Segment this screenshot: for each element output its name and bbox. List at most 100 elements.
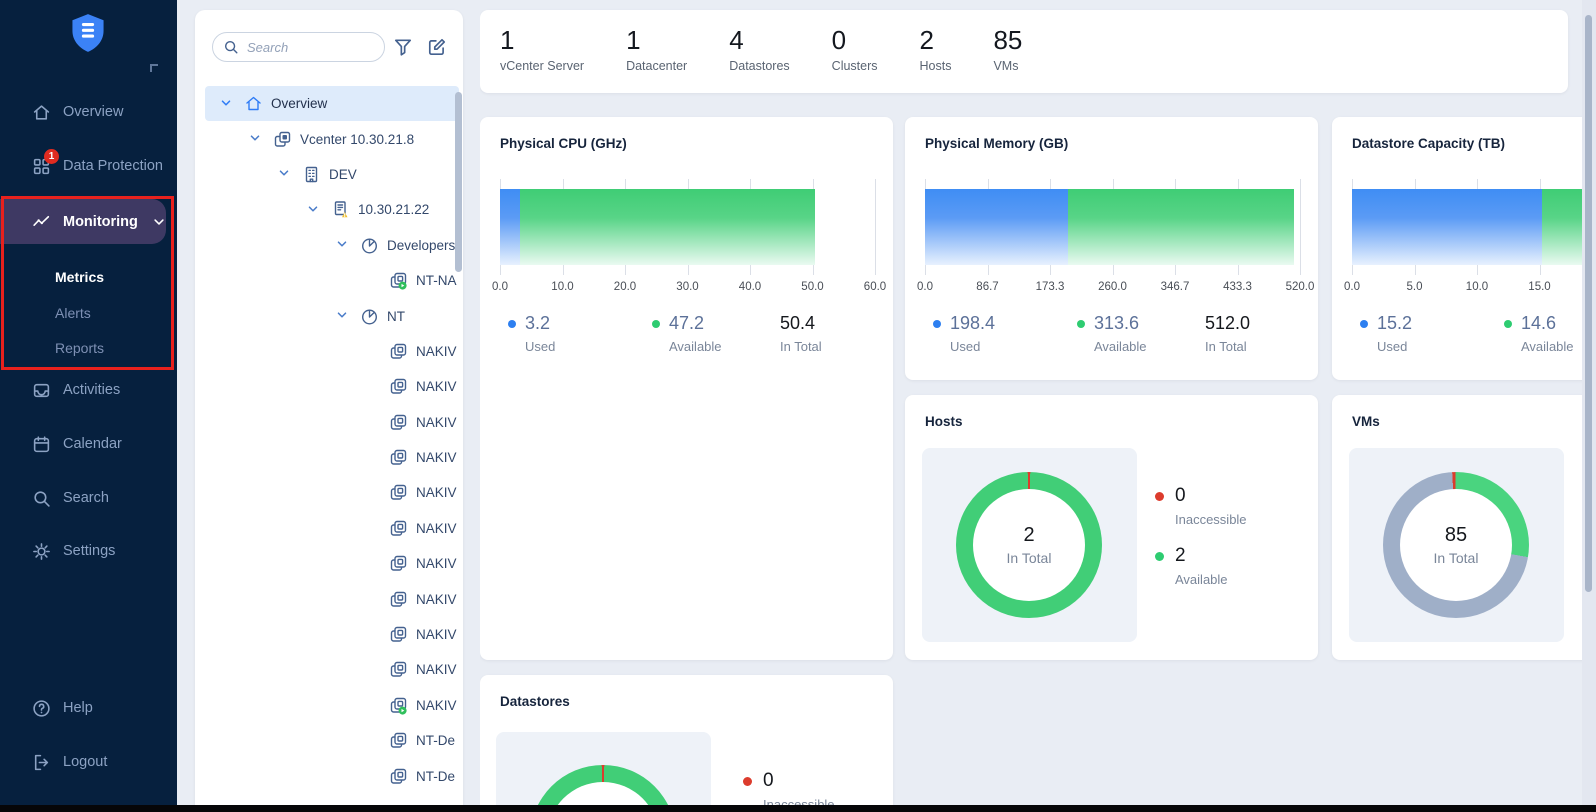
sidebar-item-search[interactable]: Search [0,484,177,512]
legend-dot [1155,551,1164,561]
hostwarn-icon [331,200,350,219]
compose-icon[interactable] [427,37,447,57]
tree-node[interactable]: NT-NA [205,263,459,298]
axis-tick-label: 15.0 [1528,281,1551,293]
sidebar-subitem-reports[interactable]: Reports [55,340,105,356]
cpu-gauge-chart: 0.0 10.0 20.0 30.0 40.0 50.0 60.0 [492,179,886,309]
sidebar-item-activities[interactable]: Activities [0,376,177,404]
tree-node-label: NAKIV [416,414,457,430]
axis-tick-label: 433.3 [1223,281,1252,293]
vm-icon [389,625,408,644]
legend-item: 15.2 Used [1360,313,1412,354]
chevron-down-icon[interactable] [248,131,264,147]
tree-node[interactable]: NAKIV [205,440,459,475]
legend-value: 512.0 [1205,313,1251,333]
tree-node[interactable]: NAKIV [205,688,459,723]
card-physical-memory: Physical Memory (GB) 0.0 86.7 173.3 260.0 34… [905,117,1318,380]
legend-value: 3.2 [525,313,551,333]
tree-node[interactable]: NAKIV [205,617,459,652]
tree-node[interactable]: Developers [205,228,459,263]
sidebar-item-monitoring[interactable]: Monitoring [0,199,166,244]
summary-stat-label: Datacenter [626,59,688,73]
sidebar-subitem-metrics[interactable]: Metrics [55,269,105,285]
memory-gauge-chart: 0.0 86.7 173.3 260.0 346.7 433.3 520.0 [917,179,1314,309]
used-bar-segment [1352,189,1542,265]
vm-icon [389,731,408,750]
legend-dot [743,776,752,786]
collapse-sidebar-icon[interactable] [150,64,158,72]
vm-icon [389,448,408,467]
chevron-down-icon[interactable] [335,237,351,253]
tree-search-box [212,32,385,62]
axis-tick-label: 50.0 [801,281,824,293]
sidebar-item-logout[interactable]: Logout [0,748,177,776]
tree-scrollbar-thumb[interactable] [455,92,462,272]
notification-badge: 1 [44,149,59,164]
filter-icon[interactable] [393,37,413,57]
tree-node[interactable]: NAKIV [205,652,459,687]
legend-label: Available [1175,572,1228,587]
sidebar-item-settings[interactable]: Settings [0,537,177,565]
help-icon [31,698,51,718]
legend-label: Available [1521,339,1574,354]
available-bar-segment [1068,189,1295,265]
chevron-down-icon[interactable] [219,96,235,112]
chevron-down-icon[interactable] [277,166,293,182]
tree-node[interactable]: NAKIV [205,405,459,440]
axis-tick-label: 30.0 [676,281,699,293]
legend-label: Used [525,339,556,354]
axis-tick-label: 5.0 [1406,281,1423,293]
tree-node[interactable]: Vcenter 10.30.21.8 [205,121,459,156]
tree-node[interactable]: 10.30.21.22 [205,192,459,227]
page-scrollbar [1582,0,1596,805]
tree-node-label: Vcenter 10.30.21.8 [300,131,415,147]
vm-icon [389,590,408,609]
legend-item: 3.2 Used [508,313,555,354]
tree-node-label: NT-De [416,733,456,749]
tree-node[interactable]: NT-De [205,723,459,758]
legend-item: 0 Inaccessible [743,770,835,805]
vm-icon [389,767,408,786]
card-hosts: Hosts 2 In Total 0 Inaccessible 2 Available [905,395,1318,660]
card-title: Physical CPU (GHz) [500,136,627,151]
sidebar-item-label: Overview [63,104,124,120]
tree-node[interactable]: DEV [205,157,459,192]
axis-tick-label: 520.0 [1285,281,1315,293]
used-bar-segment [500,189,520,265]
sidebar-item-help[interactable]: Help [0,694,177,722]
sidebar-item-calendar[interactable]: Calendar [0,430,177,458]
summary-stat: 1 Datacenter [626,25,687,73]
tree-node[interactable]: NT [205,298,459,333]
tree-node[interactable]: NAKIV [205,581,459,616]
tree-node[interactable]: NAKIV [205,511,459,546]
chevron-down-icon[interactable] [306,202,322,218]
sidebar-subitem-alerts[interactable]: Alerts [55,305,91,321]
tree-search-input[interactable] [247,39,377,55]
usage-bar [925,189,1300,265]
tree-node-label: NAKIV [416,343,457,359]
sidebar-item-data-protection[interactable]: 1 Data Protection [0,149,177,180]
card-title: Physical Memory (GB) [925,136,1069,151]
search-icon [223,39,239,55]
sidebar: Overview 1 Data Protection Monitoring Me… [0,0,177,812]
tree-node-label: NT-NA [416,273,457,289]
tree-node[interactable]: NT-De [205,758,459,793]
legend-value: 14.6 [1521,313,1557,333]
tree-node-label: NAKIV [416,520,457,536]
tree-node[interactable]: Overview [205,86,459,122]
sidebar-item-overview[interactable]: Overview [0,98,177,126]
tree-node-label: NT-De [416,768,456,784]
tree-node-label: NAKIV [416,697,457,713]
chevron-down-icon[interactable] [335,308,351,324]
tree-node-label: NAKIV [416,379,457,395]
tree-node[interactable]: NAKIV [205,369,459,404]
tree-node-label: NAKIV [416,485,457,501]
card-title: VMs [1352,414,1380,429]
axis-tick [1300,179,1301,275]
vm-icon [389,554,408,573]
tree-node[interactable]: NAKIV [205,334,459,369]
tree-node[interactable]: NAKIV [205,546,459,581]
vm-icon [389,519,408,538]
tree-node[interactable]: NAKIV [205,475,459,510]
page-scrollbar-thumb[interactable] [1585,15,1592,592]
